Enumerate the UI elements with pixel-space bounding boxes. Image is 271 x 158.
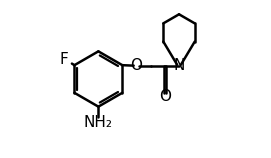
Text: O: O (159, 89, 171, 104)
Text: F: F (59, 52, 68, 67)
Text: NH₂: NH₂ (84, 115, 113, 130)
Text: N: N (173, 58, 185, 73)
Text: O: O (130, 58, 142, 73)
